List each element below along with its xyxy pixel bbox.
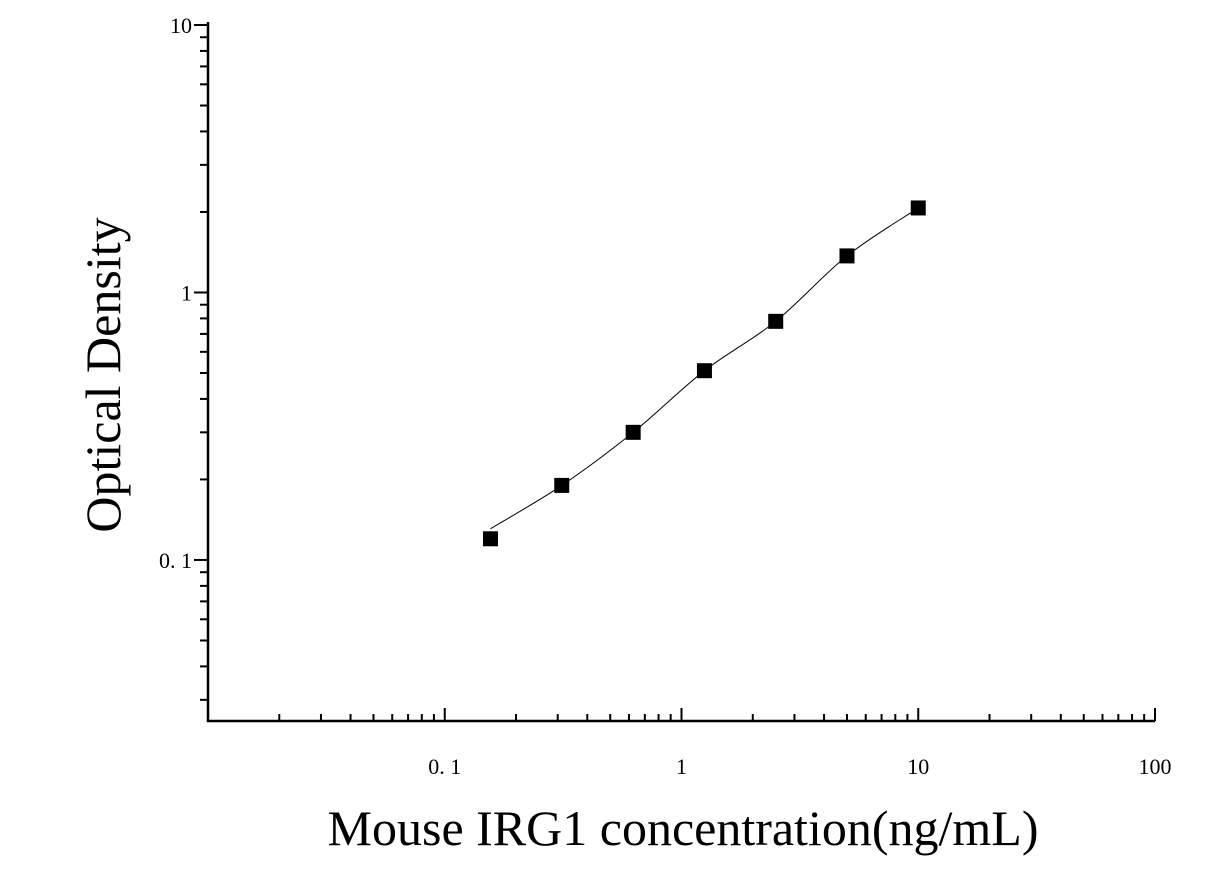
- x-axis-title: Mouse IRG1 concentration(ng/mL): [328, 800, 1039, 856]
- data-point-marker: [482, 531, 498, 547]
- data-point-marker: [768, 313, 784, 329]
- data-points: [482, 200, 926, 547]
- y-tick-label: 0. 1: [159, 548, 192, 573]
- y-tick-label: 10: [170, 13, 192, 38]
- x-tick-label: 10: [907, 754, 929, 779]
- y-axis-title: Optical Density: [75, 217, 131, 532]
- data-point-marker: [554, 477, 570, 493]
- x-tick-label: 1: [676, 754, 687, 779]
- data-point-marker: [910, 200, 926, 216]
- tick-marks: [194, 24, 1156, 721]
- data-point-marker: [696, 363, 712, 379]
- data-point-marker: [839, 248, 855, 264]
- data-point-marker: [625, 424, 641, 440]
- x-tick-label: 0. 1: [428, 754, 461, 779]
- tick-labels: 0. 1 1 10 100 0. 1 1 10: [159, 13, 1172, 779]
- x-tick-label: 100: [1139, 754, 1172, 779]
- y-tick-label: 1: [181, 280, 192, 305]
